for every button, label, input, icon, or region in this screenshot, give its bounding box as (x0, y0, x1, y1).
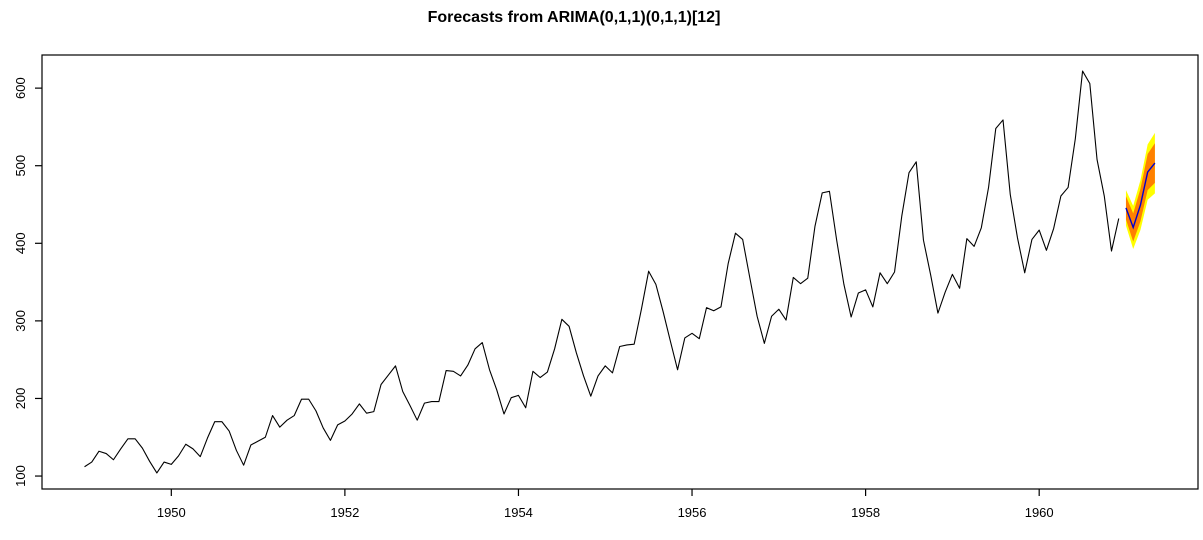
y-axis-tick-label: 200 (13, 388, 28, 410)
x-axis-tick-label: 1956 (678, 505, 707, 520)
forecast-band-80 (1125, 143, 1155, 242)
y-axis-tick-label: 300 (13, 310, 28, 332)
forecast-mean-line (1125, 162, 1156, 230)
x-axis-tick-label: 1952 (330, 505, 359, 520)
y-axis-tick-label: 400 (13, 232, 28, 254)
y-axis-tick-label: 600 (13, 77, 28, 99)
x-axis-tick-label: 1954 (504, 505, 533, 520)
x-axis-tick-label: 1950 (157, 505, 186, 520)
observed-series-line (84, 70, 1120, 474)
chart-title: Forecasts from ARIMA(0,1,1)(0,1,1)[12] (427, 9, 721, 26)
y-axis-tick-label: 500 (13, 155, 28, 177)
x-axis-tick-label: 1958 (851, 505, 880, 520)
x-axis-tick-label: 1960 (1025, 505, 1054, 520)
plot-box (41, 54, 1199, 490)
y-axis-tick-label: 100 (13, 465, 28, 487)
